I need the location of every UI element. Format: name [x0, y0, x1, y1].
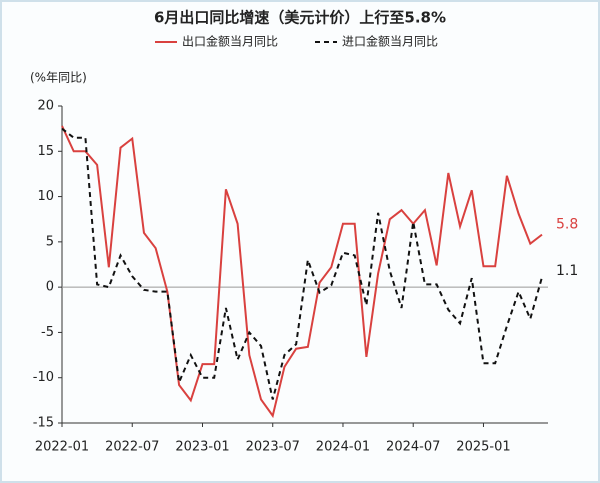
x-tick-label: 2024-01	[316, 440, 370, 455]
y-tick-label: -15	[33, 416, 54, 431]
legend-label: 出口金额当月同比	[182, 34, 278, 49]
legend-label: 进口金额当月同比	[342, 34, 438, 49]
y-tick-label: 20	[37, 99, 54, 114]
x-tick-label: 2025-01	[456, 440, 510, 455]
y-tick-label: 15	[37, 144, 54, 159]
y-tick-label: 10	[37, 189, 54, 204]
chart-title: 6月出口同比增速（美元计价）上行至5.8%	[154, 9, 446, 27]
y-tick-label: -5	[41, 325, 54, 340]
series-line	[61, 125, 543, 419]
x-tick-label: 2024-07	[386, 440, 440, 455]
y-axis-label: (%年同比)	[30, 71, 87, 85]
y-tick-label: -10	[33, 370, 54, 385]
x-tick-label: 2023-07	[246, 440, 300, 455]
x-tick-label: 2022-01	[35, 440, 89, 455]
end-label: 1.1	[556, 263, 578, 279]
end-label: 5.8	[556, 217, 578, 233]
y-tick-label: 5	[46, 234, 54, 249]
y-tick-label: 0	[46, 280, 54, 295]
series-line	[61, 127, 543, 400]
x-tick-label: 2022-07	[105, 440, 159, 455]
x-tick-label: 2023-01	[175, 440, 229, 455]
